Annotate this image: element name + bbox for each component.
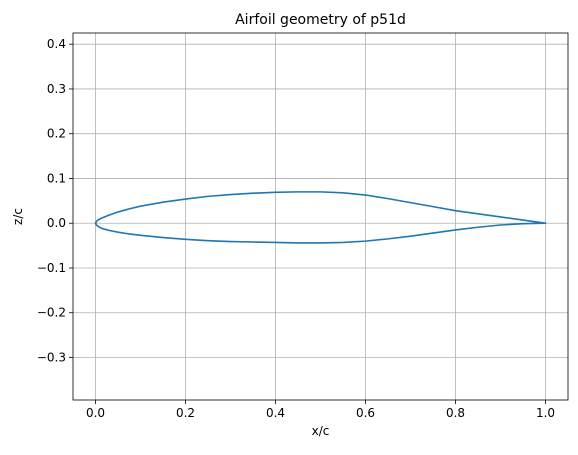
chart-title: Airfoil geometry of p51d <box>235 12 406 28</box>
x-tick-label: 0.2 <box>176 406 195 420</box>
airfoil-profile-line <box>94 191 547 244</box>
plot-frame <box>72 32 569 401</box>
y-tick-label: −0.1 <box>37 261 66 275</box>
x-tick-label: 1.0 <box>536 406 555 420</box>
y-tick-label: 0.3 <box>47 82 66 96</box>
y-tick-label: 0.1 <box>47 171 66 185</box>
grid-lines <box>73 33 568 400</box>
x-tick-label: 0.0 <box>86 406 105 420</box>
x-tick-label: 0.6 <box>356 406 375 420</box>
y-axis-ticks: −0.3 −0.2 −0.1 0.0 0.1 0.2 0.3 0.4 <box>37 37 73 364</box>
y-tick-label: 0.0 <box>47 216 66 230</box>
y-tick-label: 0.2 <box>47 127 66 141</box>
y-tick-label: −0.3 <box>37 350 66 364</box>
x-axis-ticks: 0.0 0.2 0.4 0.6 0.8 1.0 <box>86 400 555 420</box>
y-tick-label: 0.4 <box>47 37 66 51</box>
x-tick-label: 0.4 <box>266 406 285 420</box>
series-group <box>94 191 547 244</box>
y-tick-label: −0.2 <box>37 306 66 320</box>
x-axis-label: x/c <box>312 424 330 438</box>
x-tick-label: 0.8 <box>446 406 465 420</box>
y-axis-label: z/c <box>11 208 25 225</box>
